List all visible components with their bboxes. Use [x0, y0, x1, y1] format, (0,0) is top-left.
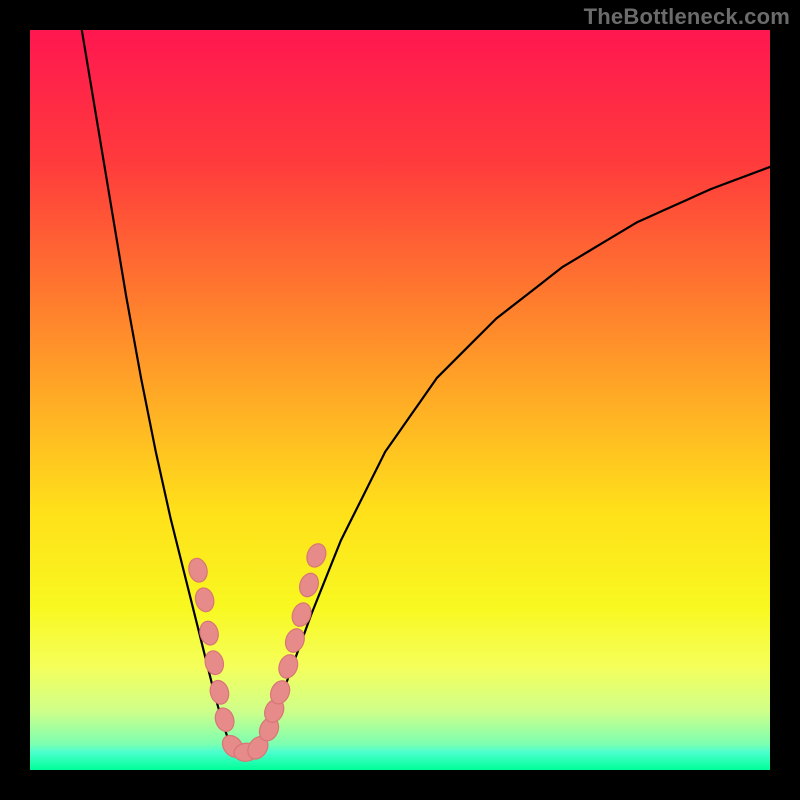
bottleneck-chart-svg [0, 0, 800, 800]
chart-stage: TheBottleneck.com [0, 0, 800, 800]
plot-background [30, 30, 770, 770]
watermark-text: TheBottleneck.com [584, 4, 790, 30]
